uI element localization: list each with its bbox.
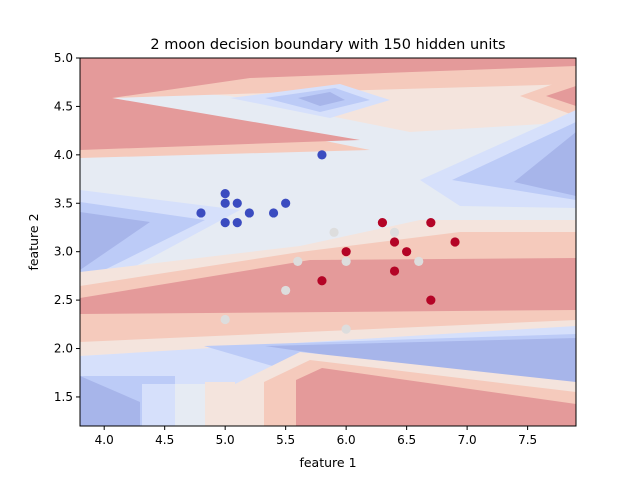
x-tick-label: 4.5 bbox=[155, 433, 174, 447]
contour-red-right-deep bbox=[546, 86, 576, 106]
data-point-series1-3 bbox=[293, 256, 303, 266]
contour-red-mid-deep bbox=[80, 258, 576, 314]
y-tick-label: 4.0 bbox=[54, 148, 73, 162]
data-point-series2-5 bbox=[402, 247, 412, 257]
data-point-series2-7 bbox=[317, 276, 327, 286]
x-tick-label: 6.5 bbox=[397, 433, 416, 447]
y-tick-label: 5.0 bbox=[54, 51, 73, 65]
y-tick-label: 3.0 bbox=[54, 245, 73, 259]
data-point-series2-1 bbox=[426, 218, 436, 228]
contour-blue-right-deep bbox=[514, 132, 576, 196]
data-point-series0-4 bbox=[232, 198, 242, 208]
data-point-series1-6 bbox=[220, 314, 230, 325]
data-point-series0-0 bbox=[317, 150, 327, 160]
y-axis-label: feature 2 bbox=[26, 213, 41, 270]
x-axis-label: feature 1 bbox=[299, 455, 356, 470]
data-point-series0-3 bbox=[220, 198, 230, 208]
y-tick-label: 1.5 bbox=[54, 390, 73, 404]
plot-frame bbox=[79, 57, 577, 427]
data-point-series0-7 bbox=[281, 198, 291, 208]
contour-red-top-deep bbox=[80, 58, 576, 150]
chart-title: 2 moon decision boundary with 150 hidden… bbox=[150, 37, 505, 53]
y-tick-label: 2.5 bbox=[54, 293, 73, 307]
data-point-series0-1 bbox=[220, 188, 230, 199]
data-point-series2-6 bbox=[389, 266, 400, 276]
y-axis: 1.5 2.0 2.5 3.0 3.5 4.0 4.5 5.0 bbox=[54, 51, 80, 404]
x-tick-label: 5.5 bbox=[276, 433, 295, 447]
contour-blue-left-deep bbox=[80, 212, 150, 270]
data-point-series1-5 bbox=[281, 285, 291, 296]
x-tick-label: 7.0 bbox=[458, 433, 477, 447]
decision-boundary-contour bbox=[80, 58, 576, 426]
data-point-series0-6 bbox=[268, 208, 279, 218]
data-point-series0-8 bbox=[220, 218, 230, 228]
y-tick-label: 3.5 bbox=[54, 196, 73, 210]
contour-bottom-neutral bbox=[175, 384, 205, 426]
contour-bottom-red-deep bbox=[296, 368, 576, 426]
y-tick-label: 2.0 bbox=[54, 342, 73, 356]
data-point-series1-4 bbox=[414, 256, 424, 266]
x-tick-label: 7.5 bbox=[518, 433, 537, 447]
contour-bottom-light-red bbox=[205, 382, 235, 426]
data-point-series1-0 bbox=[329, 227, 339, 237]
data-point-series2-8 bbox=[426, 295, 436, 305]
data-point-series2-4 bbox=[341, 247, 351, 257]
x-axis: 4.0 4.5 5.0 5.5 6.0 6.5 7.0 7.5 bbox=[95, 426, 537, 447]
data-point-series2-2 bbox=[389, 237, 400, 247]
data-point-series1-1 bbox=[389, 227, 400, 237]
data-point-series0-9 bbox=[232, 218, 242, 228]
data-point-series2-0 bbox=[377, 218, 388, 228]
data-point-series1-2 bbox=[341, 256, 351, 266]
data-point-series0-2 bbox=[196, 208, 206, 218]
data-point-series2-3 bbox=[450, 237, 460, 247]
contour-bottom-deep-blue bbox=[80, 376, 140, 426]
data-point-series0-5 bbox=[244, 208, 254, 218]
y-tick-label: 4.5 bbox=[54, 99, 73, 113]
x-tick-label: 6.0 bbox=[337, 433, 356, 447]
x-tick-label: 4.0 bbox=[95, 433, 114, 447]
x-tick-label: 5.0 bbox=[216, 433, 235, 447]
contour-blue-top-deep bbox=[298, 92, 345, 106]
scatter-points bbox=[196, 150, 460, 334]
data-point-series1-7 bbox=[341, 324, 351, 334]
contour-bottom-light-blue bbox=[142, 384, 175, 426]
